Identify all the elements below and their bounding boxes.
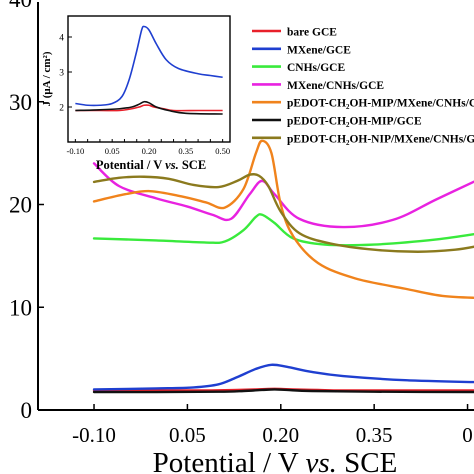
series-line-5 (92, 139, 474, 299)
x-tick-label: 0.35 (356, 423, 393, 447)
inset-series-line-3 (75, 100, 223, 115)
legend-label: pEDOT-CH₂OH-MIP/GCE (287, 116, 422, 128)
inset-y-tick-label: 3 (59, 69, 64, 79)
y-tick-label: 0 (21, 398, 33, 423)
x-tick-label: 0.05 (169, 423, 206, 447)
series-line-7 (92, 172, 474, 253)
main-plot: 0 10 20 30 40 -0.10 0.05 0.20 0.35 0 Potential / V… (9, 0, 474, 474)
y-tick-label: 30 (9, 90, 32, 115)
x-tick-label: -0.10 (72, 423, 116, 447)
x-axis-title: Potential / V vs. SCE (153, 447, 398, 474)
inset-x-tick-label: 0.05 (105, 146, 120, 156)
inset-plot: 2 3 4 -0.10 0.05 0.20 0.35 0.50 Potential / V vs… (41, 15, 231, 172)
legend-label: bare GCE (287, 27, 337, 39)
inset-series-line-2 (75, 25, 223, 107)
inset-y-tick-label: 2 (59, 104, 64, 114)
legend: bare GCE MXene/GCE CNHs/GCE MXene/CNHs/GCE p… (252, 27, 474, 145)
legend-label: MXene/CNHs/GCE (287, 80, 384, 92)
inset-x-tick-label: 0.20 (142, 146, 157, 156)
inset-x-axis-title: Potential / V vs. SCE (96, 158, 206, 172)
inset-series-line-1 (75, 104, 223, 112)
legend-label: pEDOT-CH₂OH-MIP/MXene/CNHs/GCE (287, 98, 474, 110)
series-line-2 (92, 363, 474, 391)
legend-label: pEDOT-CH₂OH-NIP/MXene/CNHs/GCE (287, 133, 474, 145)
x-tick-label: 0 (462, 423, 473, 447)
inset-y-tick-label: 4 (59, 34, 64, 44)
series-line-6 (92, 388, 474, 394)
series-line-3 (92, 213, 474, 247)
inset-x-tick-label: 0.50 (215, 146, 230, 156)
inset-x-tick-label: -0.10 (67, 146, 85, 156)
series-line-4 (92, 162, 474, 229)
x-tick-label: 0.20 (262, 423, 299, 447)
y-tick-label: 20 (9, 193, 32, 218)
y-tick-label: 10 (9, 295, 32, 320)
legend-label: MXene/GCE (287, 44, 351, 56)
y-tick-label: 40 (9, 0, 32, 12)
inset-y-axis-title: J (μA / cm²) (41, 51, 53, 106)
legend-label: CNHs/GCE (287, 62, 345, 74)
inset-x-tick-label: 0.35 (178, 146, 193, 156)
inset-frame (67, 15, 231, 143)
